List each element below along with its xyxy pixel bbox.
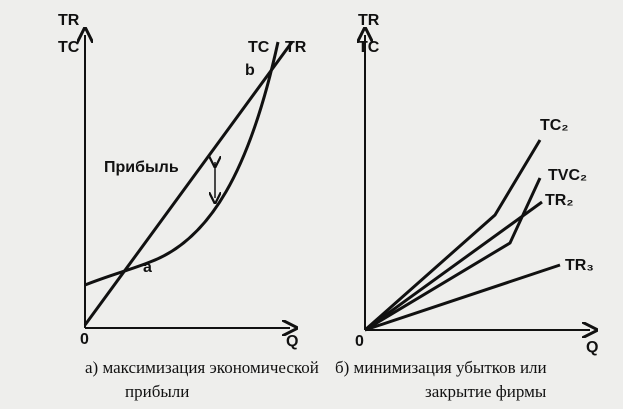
origin: 0 xyxy=(355,333,364,350)
left-diagram: TR TC 0 Q TC TR b a Прибыль а) максимиза… xyxy=(58,12,319,401)
axis-label: Q xyxy=(586,339,598,356)
right-diagram: TR TC 0 Q TC₂ TVC₂ TR₂ TR₃ б) минимизаци… xyxy=(335,12,598,401)
axis-label: TR xyxy=(358,12,380,29)
curve-label: TC xyxy=(248,39,270,56)
curve-label: TC₂ xyxy=(540,117,568,134)
caption: закрытие фирмы xyxy=(425,382,547,401)
profit-label: Прибыль xyxy=(104,159,179,176)
axis-label: TC xyxy=(358,39,380,56)
tr3-line xyxy=(364,263,561,332)
tc2-line xyxy=(364,139,542,332)
axis-label: TR xyxy=(58,12,80,29)
caption: прибыли xyxy=(125,382,189,401)
tvc2-line xyxy=(364,177,542,332)
curve-label: TVC₂ xyxy=(548,167,587,184)
point-label: a xyxy=(143,259,152,276)
tr-line xyxy=(83,41,294,326)
point-label: b xyxy=(245,62,255,79)
axis-label: TC xyxy=(58,39,80,56)
tc-curve xyxy=(84,41,280,287)
caption: б) минимизация убытков или xyxy=(335,358,547,377)
tr2-line xyxy=(364,200,543,332)
caption: а) максимизация экономической xyxy=(85,358,319,377)
axis-label: Q xyxy=(286,333,298,350)
curve-label: TR xyxy=(285,39,307,56)
origin: 0 xyxy=(80,331,89,348)
curve-label: TR₃ xyxy=(565,257,594,274)
curve-label: TR₂ xyxy=(545,192,573,209)
